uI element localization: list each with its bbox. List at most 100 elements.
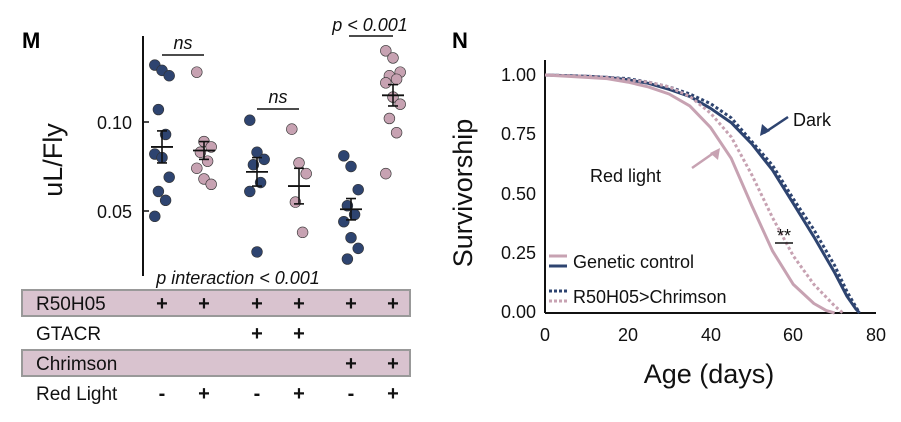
panel-n-x-label: Age (days) [644,359,775,389]
data-point [352,183,364,196]
data-point [341,253,354,265]
panel-n-ytick: 0.25 [501,243,536,263]
panel-m-significance: ns ns p < 0.001 [162,15,408,110]
table-cell: + [387,383,399,405]
sig-label-1: ns [173,33,192,53]
data-point [286,123,298,135]
sig-label-2: ns [268,87,287,107]
data-point [394,98,406,110]
panel-n-xtick: 20 [618,325,638,345]
table-cell: + [293,323,305,345]
panel-m-y-label: uL/Fly [38,123,68,197]
data-point [289,196,302,208]
data-point [296,226,309,239]
table-cell: + [293,383,305,405]
table-cell: + [387,293,399,315]
data-point [191,162,203,174]
table-row-label: R50H05 [36,294,106,315]
data-point [383,112,396,125]
data-point [152,103,165,116]
panel-n-letter: N [452,28,468,53]
panel-n-ytick: 0.75 [501,124,536,144]
panel-n-xtick: 80 [866,325,886,345]
table-cell: + [387,353,399,375]
table-cell: + [251,293,263,315]
legend-label-control: Genetic control [573,252,694,272]
table-cell: - [159,383,166,405]
significance-stars: ** [777,226,791,246]
data-point [194,146,207,158]
data-point [191,66,203,78]
data-point [338,215,350,228]
condition-table: R50H05 GTACR Chrimson Red Light + + + + + ++ +… [21,289,411,405]
panel-m-y-ticks: 0.10 0.05 [97,113,132,222]
table-row-label: Chrimson [36,354,117,375]
table-cell: + [293,293,305,315]
panel-n-legend: Genetic control R50H05>Chrimson [549,252,727,307]
data-point [163,171,175,183]
data-point [149,210,161,223]
panel-n-ytick: 1.00 [501,65,536,85]
data-point [163,70,175,82]
table-cells: + + + + + + + + + + - + - + - + [156,293,399,405]
panel-n-y-label: Survivorship [448,119,478,268]
table-row-label: Red Light [36,384,118,405]
data-point [254,176,267,189]
data-point [380,167,392,180]
data-point [201,155,214,167]
data-point [152,185,165,198]
data-point [387,52,399,64]
panel-n-xtick: 40 [701,325,721,345]
table-cell: + [198,383,210,405]
dark-arrow-head [760,124,770,136]
data-point [345,160,357,173]
panel-m-plot [149,45,406,265]
data-point [159,128,172,141]
panel-n-ticks: 1.00 0.75 0.50 0.25 0.00 0 20 40 60 80 [501,65,886,345]
panel-m-letter: M [22,28,40,53]
red-light-arrow-head [710,148,720,160]
survival-curve [544,73,861,314]
data-point [251,246,263,258]
table-row-label: GTACR [36,324,101,345]
dark-label: Dark [793,110,832,130]
data-point [390,126,403,139]
data-point [247,159,260,171]
data-point [244,185,256,198]
legend-label-chrimson: R50H05>Chrimson [573,287,727,307]
table-cell: - [254,383,261,405]
panel-n-plot [544,73,861,315]
panel-n-annotations: Dark Red light ** [590,110,832,246]
interaction-p-value: p interaction < 0.001 [155,268,320,288]
table-cell: + [251,323,263,345]
panel-n-xtick: 60 [783,325,803,345]
data-point [390,73,403,85]
table-cell: + [156,293,168,315]
table-row-shade [21,289,411,317]
data-point [293,157,305,169]
survival-curve [544,73,844,315]
table-cell: + [345,353,357,375]
data-point [338,150,350,162]
table-cell: + [198,293,210,315]
table-cell: + [345,293,357,315]
data-point [159,194,172,207]
survival-curve [544,73,836,315]
table-cell: - [348,383,355,405]
survival-curve [544,73,861,314]
data-point [380,77,392,89]
sig-label-3: p < 0.001 [331,15,408,35]
panel-m-ytick-1: 0.05 [97,202,132,222]
red-light-arrow [691,150,716,170]
data-point [300,167,312,180]
panel-n-xtick: 0 [540,325,550,345]
panel-n-ytick: 0.50 [501,184,536,204]
data-point [258,153,270,166]
red-light-label: Red light [590,166,661,186]
data-point [352,242,364,255]
panel-m-ytick-0: 0.10 [97,113,132,133]
table-row-shade [21,349,411,377]
data-point [380,45,392,57]
panel-n-ytick: 0.00 [501,302,536,322]
